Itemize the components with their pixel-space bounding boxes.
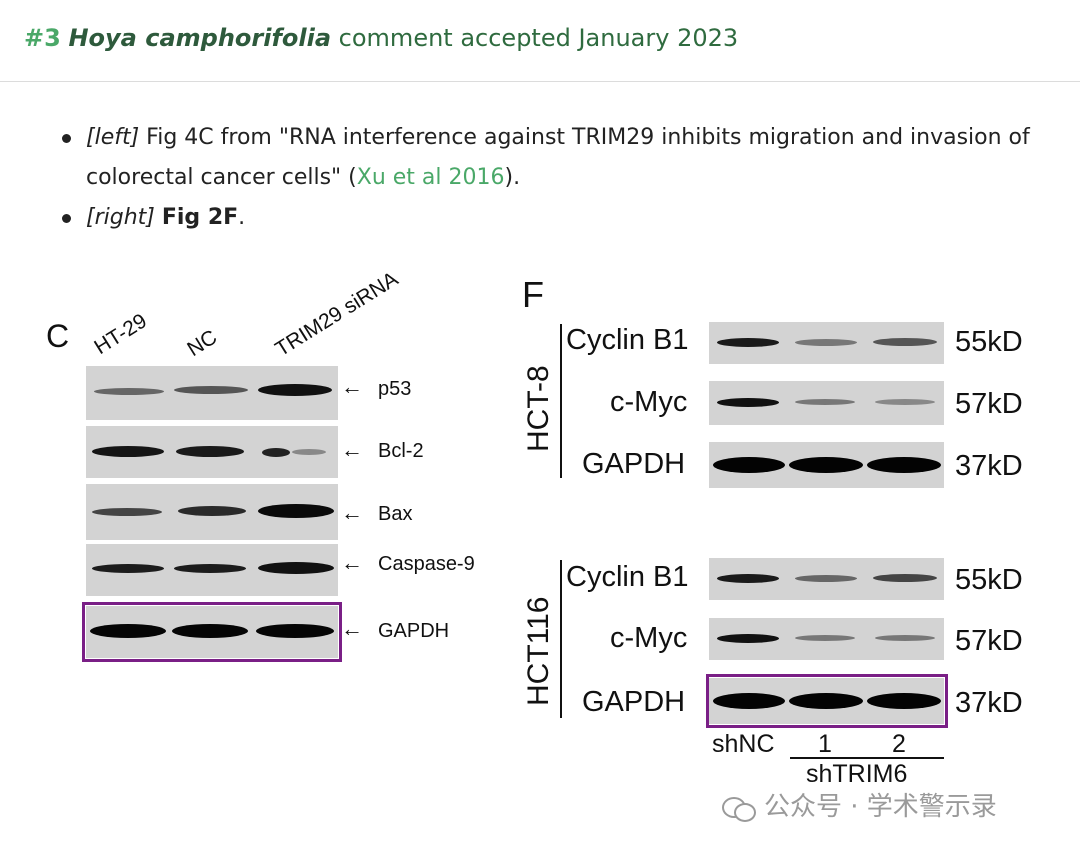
size-37kd-2: 37kD [955, 687, 1023, 719]
comment-header: #3 Hoya camphorifolia comment accepted J… [0, 0, 1080, 82]
protein-gapdh-1: GAPDH [582, 448, 686, 480]
shtrim6-bracket [790, 757, 944, 759]
figure-c: C HT-29 NC TRIM29 siRNA ← p53 ← Bcl-2 ← … [0, 0, 520, 700]
size-55kd-1: 55kD [955, 326, 1023, 358]
group-bracket-hct8 [560, 324, 562, 478]
blot-gapdh-hct116 [709, 678, 944, 724]
watermark: 公众号 · 学术警示录 [722, 786, 997, 823]
size-57kd-1: 57kD [955, 388, 1023, 420]
blot-bax [86, 484, 338, 540]
bullet-list: [left] Fig 4C from "RNA interference aga… [60, 118, 1050, 238]
blot-caspase9 [86, 544, 338, 596]
lane-label-shnc: shNC [712, 730, 775, 758]
comment-number: #3 [24, 24, 61, 52]
blot-cmyc-hct116 [709, 618, 944, 660]
row-label-p53: p53 [378, 378, 412, 400]
group-label-hct8: HCT-8 [522, 365, 555, 452]
lane-label-2: 2 [892, 730, 906, 758]
watermark-text: 公众号 · 学术警示录 [764, 792, 997, 822]
size-55kd-2: 55kD [955, 564, 1023, 596]
right-figure-ref: Fig 2F [161, 205, 239, 230]
highlight-box-gapdh-f [706, 674, 948, 728]
comment-title: #3 Hoya camphorifolia comment accepted J… [24, 24, 738, 52]
bullet-left: [left] Fig 4C from "RNA interference aga… [60, 118, 1050, 198]
shtrim6-label: shTRIM6 [806, 760, 908, 788]
highlight-box-gapdh-c [82, 602, 342, 662]
blot-p53 [86, 366, 338, 420]
arrow-gapdh: ← [341, 616, 363, 641]
citation-link[interactable]: Xu et al 2016 [356, 165, 505, 190]
wechat-icon [722, 795, 756, 822]
left-end: ). [504, 165, 521, 190]
blot-gapdh-hct8 [709, 442, 944, 488]
panel-label-f: F [522, 274, 544, 315]
protein-gapdh-2: GAPDH [582, 686, 686, 718]
row-label-caspase9: Caspase-9 [378, 553, 475, 575]
lane-label-1: 1 [818, 730, 832, 758]
comment-status: comment accepted January 2023 [331, 24, 739, 52]
arrow-bax: ← [341, 500, 363, 525]
row-label-bax: Bax [378, 503, 413, 525]
row-label-gapdh-c: GAPDH [378, 620, 450, 642]
blot-gapdh-c [86, 606, 338, 658]
panel-label-c: C [46, 318, 70, 354]
blot-cyclinb1-hct8 [709, 322, 944, 364]
size-37kd-1: 37kD [955, 450, 1023, 482]
blot-cmyc-hct8 [709, 381, 944, 425]
right-end: . [238, 205, 246, 230]
left-description: Fig 4C from "RNA interference against TR… [86, 125, 1030, 190]
size-57kd-2: 57kD [955, 625, 1023, 657]
species-name: Hoya camphorifolia [68, 24, 332, 52]
protein-cmyc-2: c-Myc [610, 622, 688, 654]
left-tag: [left] [86, 125, 140, 150]
arrow-bcl2: ← [341, 437, 363, 462]
protein-cyclinb1-2: Cyclin B1 [566, 561, 689, 593]
arrow-caspase9: ← [341, 550, 363, 575]
group-label-hct116: HCT116 [522, 596, 555, 706]
group-bracket-hct116 [560, 560, 562, 718]
blot-cyclinb1-hct116 [709, 558, 944, 600]
bullet-right: [right] Fig 2F. [60, 198, 1050, 238]
row-label-bcl2: Bcl-2 [378, 440, 424, 462]
protein-cmyc-1: c-Myc [610, 386, 688, 418]
protein-cyclinb1-1: Cyclin B1 [566, 324, 689, 356]
blot-bcl2 [86, 426, 338, 478]
arrow-p53: ← [341, 374, 363, 399]
right-tag: [right] [86, 205, 155, 230]
